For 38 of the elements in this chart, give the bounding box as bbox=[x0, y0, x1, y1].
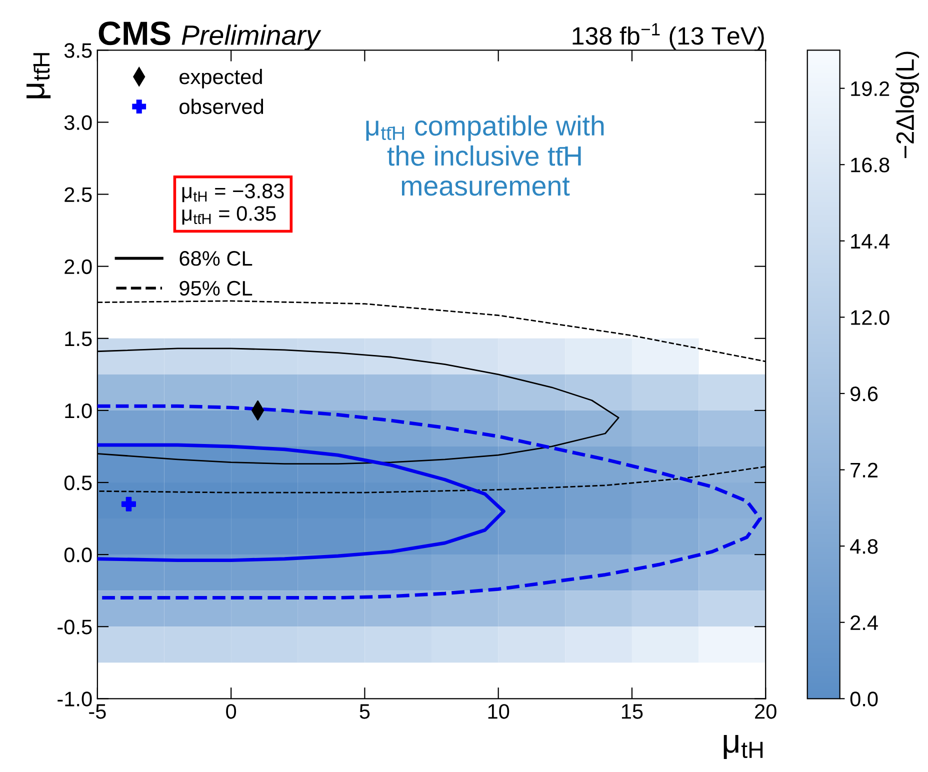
x-tick-label: 15 bbox=[622, 704, 643, 719]
x-tick-label: 5 bbox=[360, 704, 370, 719]
legend-label: 95% CL bbox=[180, 280, 252, 296]
annotation: μ$_{tH}$ = −3.83 bbox=[182, 184, 284, 202]
x-axis-title: μ$_{tH}$ bbox=[724, 734, 763, 759]
y-tick-label: 1.5 bbox=[65, 332, 92, 346]
y-tick-label: 3.0 bbox=[64, 115, 92, 130]
y-tick-label: -1.0 bbox=[58, 692, 92, 706]
color-bar-label: 19.2 bbox=[851, 81, 890, 96]
color-bar-label: 0.0 bbox=[850, 692, 878, 706]
color-bar-label: 16.8 bbox=[851, 158, 890, 172]
y-tick-label: 0.0 bbox=[64, 548, 92, 562]
y-tick-label: 2.5 bbox=[64, 187, 92, 202]
y-tick-label: -0.5 bbox=[58, 620, 92, 634]
color-bar-label: 4.8 bbox=[850, 539, 878, 554]
legend-label: observed bbox=[180, 98, 264, 114]
annotation: μ$_{tt̄H}$ compatible with the inclusive tt̄H measurement bbox=[366, 115, 604, 196]
y-tick-label: 1.0 bbox=[65, 403, 92, 418]
x-tick-label: 20 bbox=[755, 704, 776, 719]
x-tick-label: 0 bbox=[226, 704, 236, 719]
chart-subtitle: Preliminary bbox=[182, 24, 322, 51]
x-tick-label: 10 bbox=[488, 704, 510, 719]
chart-title: CMS bbox=[98, 22, 170, 46]
color-bar-label: 12.0 bbox=[851, 310, 890, 325]
color-bar-label: 9.6 bbox=[850, 386, 878, 402]
y-tick-label: 2.0 bbox=[64, 259, 92, 274]
y-axis-title: μ$_{tt̄H}$ bbox=[26, 53, 51, 98]
color-bar-label: 2.4 bbox=[850, 615, 878, 630]
annotation: μ$_{tt̄H}$ = 0.35 bbox=[182, 206, 276, 225]
y-tick-label: 0.5 bbox=[64, 476, 92, 490]
color-bar-label: 14.4 bbox=[851, 234, 890, 248]
color-bar-title: −2Δlog(L) bbox=[896, 52, 919, 158]
legend-label: expected bbox=[180, 68, 262, 88]
y-tick-label: 3.5 bbox=[64, 43, 92, 58]
legend-label: 68% CL bbox=[180, 251, 252, 266]
color-bar-label: 7.2 bbox=[850, 462, 878, 478]
text: 138 fb$^{−1}$ (13 TeV) bbox=[572, 23, 764, 50]
x-tick-label: -5 bbox=[89, 704, 106, 719]
